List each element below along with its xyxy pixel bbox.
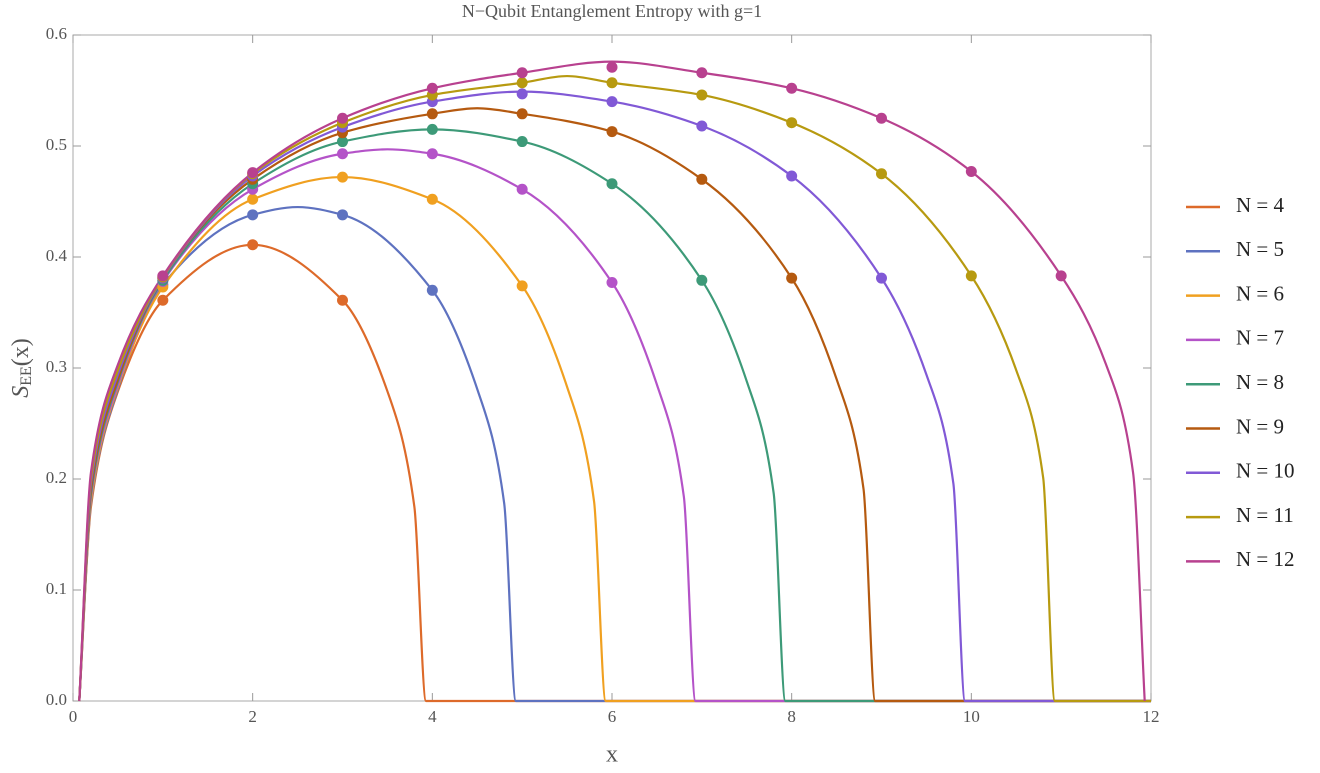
x-tick-label: 12 <box>1143 707 1160 726</box>
data-point <box>696 67 708 79</box>
curve <box>78 74 1151 703</box>
data-point <box>606 61 618 73</box>
data-point <box>1055 270 1067 282</box>
legend-label: N = 7 <box>1236 326 1284 350</box>
x-tick-label: 4 <box>428 707 437 726</box>
data-point <box>786 117 798 129</box>
legend-label: N = 8 <box>1236 370 1284 394</box>
data-point <box>606 96 618 108</box>
data-point <box>426 82 438 94</box>
curve <box>78 60 1146 702</box>
data-point <box>606 277 618 289</box>
data-point <box>696 89 708 101</box>
data-point <box>516 183 528 195</box>
data-point <box>247 167 259 179</box>
data-point <box>876 272 887 284</box>
curve <box>78 90 1151 703</box>
x-tick-label: 8 <box>787 707 796 726</box>
data-point <box>337 294 348 306</box>
data-point <box>516 280 528 292</box>
data-point <box>157 270 169 282</box>
data-point <box>696 120 708 132</box>
data-point <box>247 193 259 205</box>
x-tick-label: 10 <box>963 707 980 726</box>
data-point <box>965 166 977 178</box>
data-point <box>516 108 528 120</box>
y-tick-label: 0.4 <box>46 246 68 265</box>
legend-label: N = 6 <box>1236 281 1284 305</box>
data-point <box>337 209 348 221</box>
x-tick-label: 0 <box>69 707 78 726</box>
curve <box>78 148 1151 703</box>
data-point <box>786 272 798 284</box>
data-point <box>426 148 438 160</box>
legend-label: N = 11 <box>1236 503 1294 527</box>
curve <box>78 243 1151 703</box>
data-point <box>606 178 618 190</box>
curve <box>78 128 1151 703</box>
chart-title: N−Qubit Entanglement Entropy with g=1 <box>462 1 762 21</box>
data-point <box>516 77 528 89</box>
data-point <box>516 88 528 100</box>
x-tick-label: 6 <box>608 707 617 726</box>
y-axis-label: SEE(x) <box>8 338 35 398</box>
y-tick-label: 0.5 <box>46 135 67 154</box>
data-point <box>337 136 348 148</box>
y-tick-label: 0.6 <box>46 24 67 43</box>
data-point <box>696 274 708 286</box>
curve <box>78 175 1151 703</box>
data-point <box>426 193 438 205</box>
y-label-main: S <box>8 386 34 398</box>
data-point <box>696 173 708 185</box>
legend-label: N = 10 <box>1236 459 1295 483</box>
data-point <box>876 168 887 180</box>
data-point <box>786 170 798 182</box>
data-point <box>337 148 348 160</box>
y-tick-label: 0.3 <box>46 357 67 376</box>
y-label-rest: (x) <box>8 338 34 366</box>
data-point <box>606 126 618 138</box>
data-point <box>157 294 169 306</box>
data-point <box>247 209 259 221</box>
data-point <box>786 82 798 94</box>
y-tick-label: 0.2 <box>46 468 67 487</box>
y-label-sub: EE <box>18 366 35 386</box>
data-point <box>876 112 887 124</box>
data-point <box>426 123 438 135</box>
data-point <box>965 270 977 282</box>
legend-label: N = 9 <box>1236 414 1284 438</box>
x-axis-label: x <box>606 742 618 768</box>
data-point <box>516 67 528 79</box>
x-tick-label: 2 <box>248 707 257 726</box>
data-point <box>426 284 438 296</box>
y-tick-label: 0.0 <box>46 690 67 709</box>
legend-label: N = 12 <box>1236 547 1295 571</box>
data-point <box>426 108 438 120</box>
data-point <box>516 136 528 148</box>
data-point <box>337 171 348 183</box>
data-point <box>337 112 348 124</box>
data-point <box>606 77 618 89</box>
legend-label: N = 4 <box>1236 193 1285 217</box>
y-tick-label: 0.1 <box>46 579 67 598</box>
legend-label: N = 5 <box>1236 237 1284 261</box>
data-point <box>247 239 259 251</box>
